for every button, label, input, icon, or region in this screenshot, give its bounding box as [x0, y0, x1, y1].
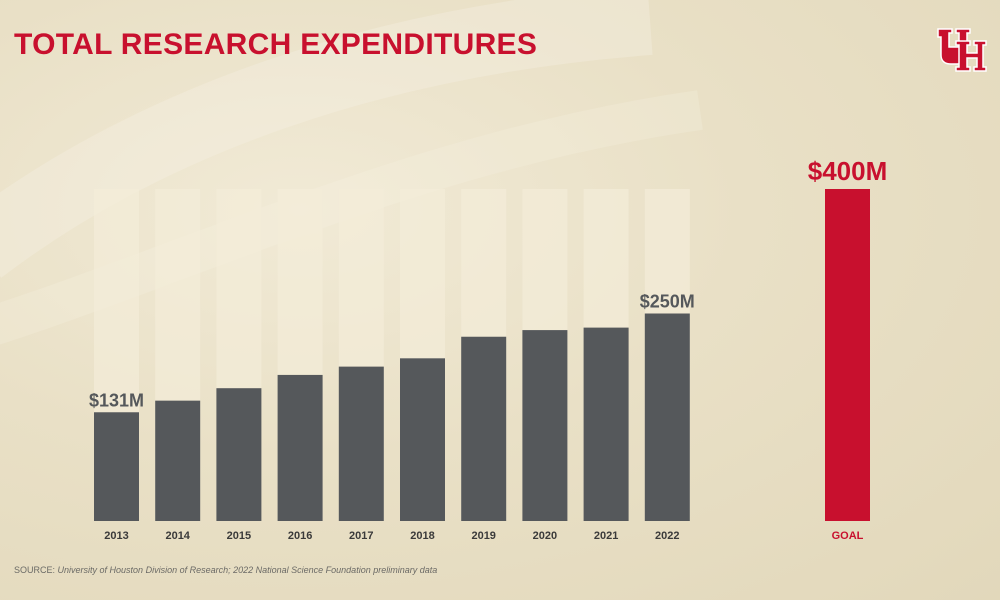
bar-2015	[216, 388, 262, 521]
tick-label-2014: 2014	[165, 530, 190, 542]
bar-2014	[155, 400, 201, 521]
bar-2021	[583, 327, 629, 521]
tick-label-2015: 2015	[227, 530, 251, 542]
tick-label-2019: 2019	[471, 530, 495, 542]
bar-2018	[400, 358, 445, 521]
tick-label-2020: 2020	[533, 530, 557, 542]
source-text: University of Houston Division of Resear…	[57, 565, 438, 575]
tick-label-2021: 2021	[594, 530, 618, 542]
data-label-2022: $250M	[640, 292, 695, 312]
data-label-2013: $131M	[89, 390, 144, 410]
tick-label-2017: 2017	[349, 530, 373, 542]
tick-label-2018: 2018	[410, 530, 434, 542]
goal-tick-label: GOAL	[832, 530, 864, 542]
bar-2017	[338, 366, 384, 521]
bar-2022	[644, 313, 690, 521]
source-note: SOURCE: University of Houston Division o…	[14, 565, 437, 575]
goal-value-label: $400M	[808, 156, 888, 186]
tick-label-2016: 2016	[288, 530, 312, 542]
bar-2020	[522, 330, 568, 521]
goal-bar	[825, 189, 870, 521]
bar-2013	[94, 412, 139, 521]
uh-logo	[936, 27, 988, 73]
bar-2016	[277, 374, 323, 521]
source-label: SOURCE:	[14, 565, 56, 575]
tick-label-2022: 2022	[655, 530, 679, 542]
tick-label-2013: 2013	[104, 530, 128, 542]
bar-2019	[461, 336, 507, 521]
page-title: TOTAL RESEARCH EXPENDITURES	[14, 28, 538, 61]
